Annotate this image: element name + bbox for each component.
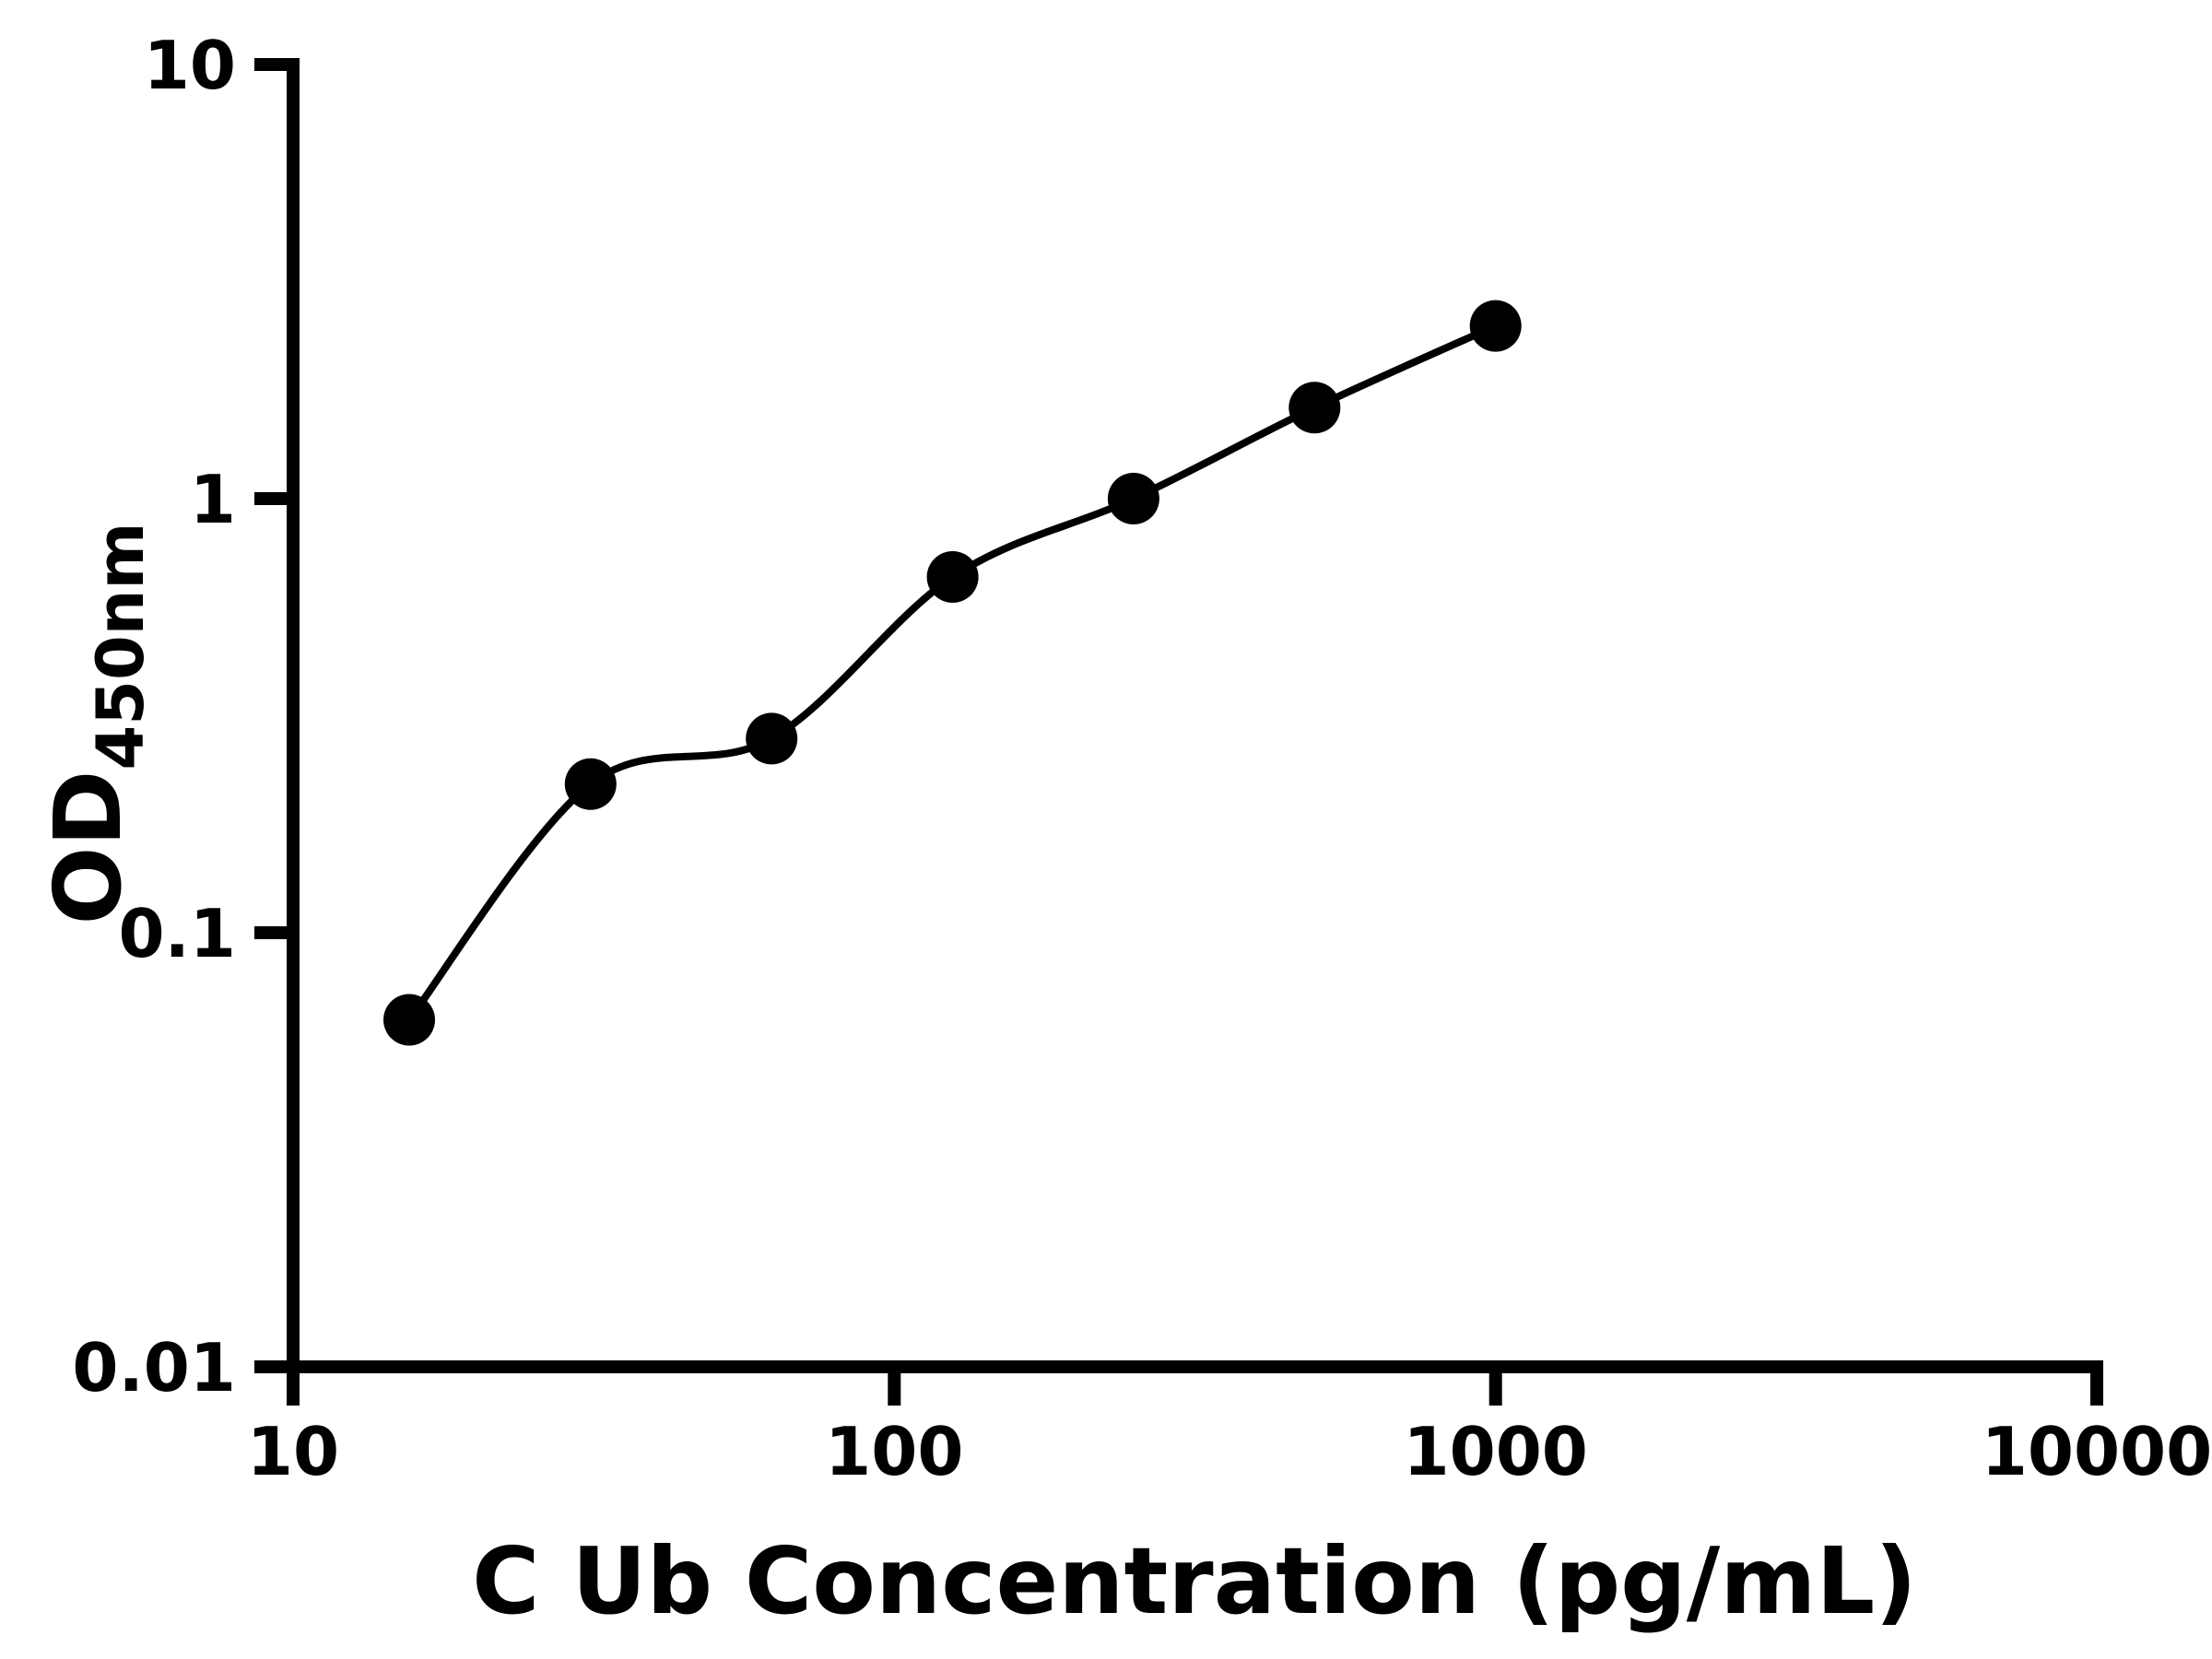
- y-axis-label: OD450nm: [34, 523, 159, 925]
- y-axis-label-main: OD: [34, 770, 142, 924]
- axis-lines: [287, 58, 2103, 1373]
- y-tick-label: 10: [144, 27, 236, 104]
- y-tick-label: 0.1: [118, 895, 236, 972]
- axes: [287, 58, 2103, 1373]
- tick-marks: [254, 58, 2103, 1406]
- data-point: [1288, 382, 1341, 434]
- x-axis-label: C Ub Concentration (pg/mL): [472, 1527, 1917, 1635]
- x-tick-label: 10000: [1982, 1413, 2212, 1490]
- data-point: [564, 758, 617, 810]
- x-tick-label: 1000: [1404, 1413, 1588, 1490]
- data-point: [383, 994, 435, 1046]
- data-point: [926, 551, 979, 603]
- fit-curve: [406, 322, 1498, 1022]
- x-tick-label: 100: [825, 1413, 963, 1490]
- x-tick-label: 10: [247, 1413, 339, 1490]
- y-axis-label-subscript: 450nm: [83, 523, 159, 771]
- series-standard-curve: [383, 300, 1522, 1046]
- data-point: [1107, 473, 1159, 524]
- data-point: [1469, 300, 1522, 352]
- data-point: [746, 712, 798, 765]
- tick-labels: 10 100 1000 10000 0.01 0.1 1 10: [72, 27, 2212, 1490]
- y-tick-label: 0.01: [72, 1329, 236, 1406]
- y-tick-label: 1: [190, 461, 236, 538]
